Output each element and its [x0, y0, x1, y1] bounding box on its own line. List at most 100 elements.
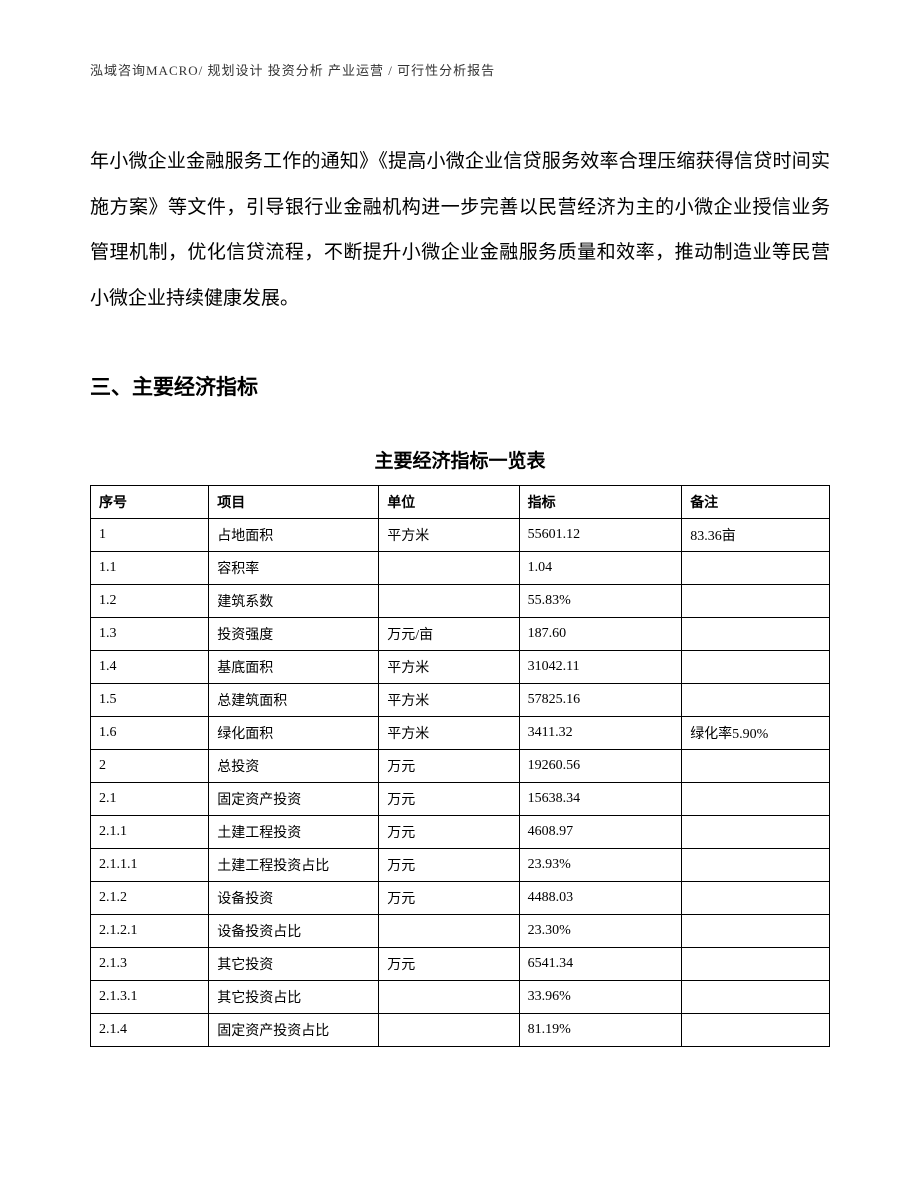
cell-indicator: 4608.97 [519, 816, 682, 849]
table-title: 主要经济指标一览表 [90, 446, 830, 473]
cell-remark [682, 783, 830, 816]
table-row: 1.3 投资强度 万元/亩 187.60 [91, 618, 830, 651]
cell-unit [379, 915, 519, 948]
table-body: 1 占地面积 平方米 55601.12 83.36亩 1.1 容积率 1.04 … [91, 519, 830, 1047]
cell-remark: 83.36亩 [682, 519, 830, 552]
cell-indicator: 15638.34 [519, 783, 682, 816]
cell-item: 设备投资 [209, 882, 379, 915]
cell-remark [682, 1014, 830, 1047]
cell-seq: 2.1.3.1 [91, 981, 209, 1014]
table-row: 2.1.4 固定资产投资占比 81.19% [91, 1014, 830, 1047]
col-header-indicator: 指标 [519, 486, 682, 519]
cell-seq: 2.1.2 [91, 882, 209, 915]
cell-item: 绿化面积 [209, 717, 379, 750]
cell-remark [682, 651, 830, 684]
cell-item: 土建工程投资 [209, 816, 379, 849]
cell-seq: 2.1.1 [91, 816, 209, 849]
cell-seq: 2.1.2.1 [91, 915, 209, 948]
cell-indicator: 57825.16 [519, 684, 682, 717]
cell-remark [682, 684, 830, 717]
page-header: 泓域咨询MACRO/ 规划设计 投资分析 产业运营 / 可行性分析报告 [90, 60, 830, 79]
table-row: 2.1.3.1 其它投资占比 33.96% [91, 981, 830, 1014]
table-row: 2.1.3 其它投资 万元 6541.34 [91, 948, 830, 981]
cell-remark [682, 585, 830, 618]
cell-item: 总投资 [209, 750, 379, 783]
table-header-row: 序号 项目 单位 指标 备注 [91, 486, 830, 519]
cell-indicator: 31042.11 [519, 651, 682, 684]
cell-remark [682, 750, 830, 783]
cell-seq: 1.2 [91, 585, 209, 618]
cell-item: 基底面积 [209, 651, 379, 684]
col-header-unit: 单位 [379, 486, 519, 519]
cell-unit: 平方米 [379, 651, 519, 684]
cell-remark: 绿化率5.90% [682, 717, 830, 750]
col-header-remark: 备注 [682, 486, 830, 519]
body-paragraph: 年小微企业金融服务工作的通知》《提高小微企业信贷服务效率合理压缩获得信贷时间实施… [90, 139, 830, 321]
cell-seq: 2.1.4 [91, 1014, 209, 1047]
table-row: 2.1 固定资产投资 万元 15638.34 [91, 783, 830, 816]
cell-indicator: 1.04 [519, 552, 682, 585]
cell-indicator: 55.83% [519, 585, 682, 618]
cell-remark [682, 849, 830, 882]
col-header-item: 项目 [209, 486, 379, 519]
cell-remark [682, 618, 830, 651]
table-row: 1.4 基底面积 平方米 31042.11 [91, 651, 830, 684]
table-row: 1.5 总建筑面积 平方米 57825.16 [91, 684, 830, 717]
cell-unit: 万元 [379, 882, 519, 915]
cell-seq: 1.6 [91, 717, 209, 750]
cell-indicator: 187.60 [519, 618, 682, 651]
cell-indicator: 81.19% [519, 1014, 682, 1047]
cell-unit: 万元 [379, 948, 519, 981]
cell-remark [682, 552, 830, 585]
cell-unit: 平方米 [379, 519, 519, 552]
table-row: 1.6 绿化面积 平方米 3411.32 绿化率5.90% [91, 717, 830, 750]
cell-remark [682, 948, 830, 981]
table-row: 2.1.1.1 土建工程投资占比 万元 23.93% [91, 849, 830, 882]
cell-indicator: 4488.03 [519, 882, 682, 915]
cell-seq: 1.3 [91, 618, 209, 651]
cell-item: 设备投资占比 [209, 915, 379, 948]
cell-item: 总建筑面积 [209, 684, 379, 717]
cell-indicator: 6541.34 [519, 948, 682, 981]
cell-unit: 万元 [379, 750, 519, 783]
cell-seq: 2.1.1.1 [91, 849, 209, 882]
cell-item: 土建工程投资占比 [209, 849, 379, 882]
cell-seq: 2.1 [91, 783, 209, 816]
cell-remark [682, 816, 830, 849]
cell-indicator: 23.30% [519, 915, 682, 948]
table-row: 2.1.2.1 设备投资占比 23.30% [91, 915, 830, 948]
col-header-seq: 序号 [91, 486, 209, 519]
table-row: 1.1 容积率 1.04 [91, 552, 830, 585]
economic-indicators-table: 序号 项目 单位 指标 备注 1 占地面积 平方米 55601.12 83.36… [90, 485, 830, 1047]
cell-unit [379, 552, 519, 585]
table-row: 1.2 建筑系数 55.83% [91, 585, 830, 618]
cell-unit [379, 1014, 519, 1047]
cell-item: 容积率 [209, 552, 379, 585]
cell-seq: 2.1.3 [91, 948, 209, 981]
cell-item: 占地面积 [209, 519, 379, 552]
cell-seq: 1 [91, 519, 209, 552]
cell-unit: 万元/亩 [379, 618, 519, 651]
cell-indicator: 33.96% [519, 981, 682, 1014]
cell-remark [682, 882, 830, 915]
cell-item: 其它投资 [209, 948, 379, 981]
cell-item: 投资强度 [209, 618, 379, 651]
cell-unit: 万元 [379, 816, 519, 849]
cell-unit [379, 981, 519, 1014]
table-row: 2.1.1 土建工程投资 万元 4608.97 [91, 816, 830, 849]
cell-indicator: 3411.32 [519, 717, 682, 750]
cell-unit: 万元 [379, 783, 519, 816]
cell-unit: 平方米 [379, 717, 519, 750]
cell-indicator: 55601.12 [519, 519, 682, 552]
cell-item: 固定资产投资 [209, 783, 379, 816]
cell-unit: 万元 [379, 849, 519, 882]
cell-remark [682, 981, 830, 1014]
cell-unit: 平方米 [379, 684, 519, 717]
section-heading: 三、主要经济指标 [90, 371, 830, 401]
table-row: 2 总投资 万元 19260.56 [91, 750, 830, 783]
cell-seq: 1.4 [91, 651, 209, 684]
table-row: 2.1.2 设备投资 万元 4488.03 [91, 882, 830, 915]
cell-item: 建筑系数 [209, 585, 379, 618]
table-row: 1 占地面积 平方米 55601.12 83.36亩 [91, 519, 830, 552]
cell-remark [682, 915, 830, 948]
